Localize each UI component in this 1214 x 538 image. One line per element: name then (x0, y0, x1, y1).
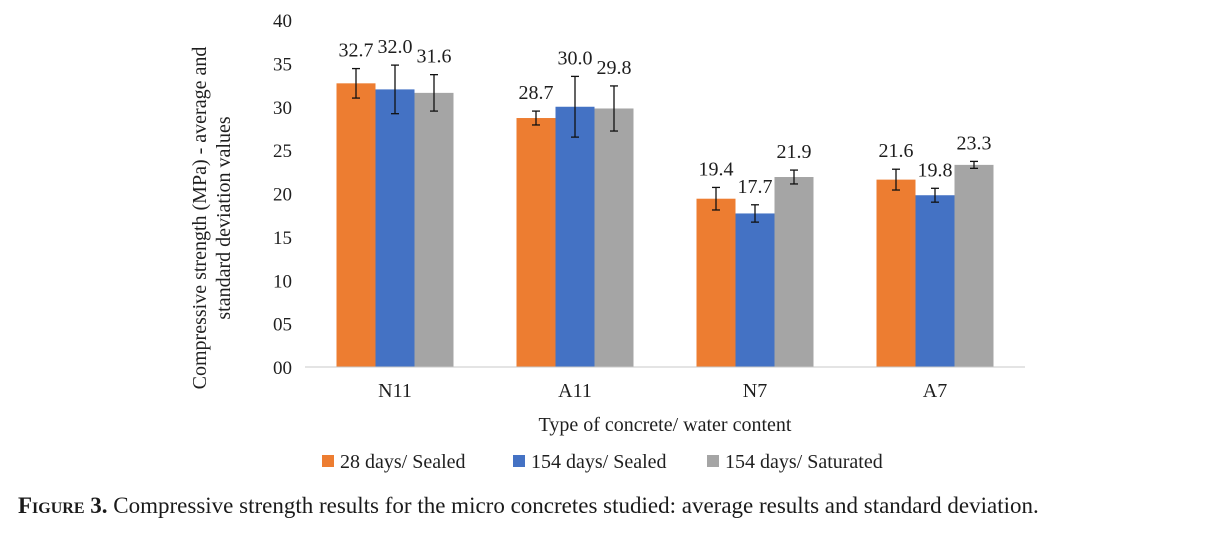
x-category-label: N11 (378, 380, 412, 402)
data-label: 21.9 (777, 141, 812, 163)
y-tick-label: 25 (273, 141, 292, 162)
bar (915, 195, 955, 367)
data-label: 28.7 (519, 82, 554, 104)
y-tick-label: 15 (273, 228, 292, 249)
data-label: 19.8 (918, 159, 953, 181)
data-label: 19.4 (699, 158, 734, 180)
x-axis-categories: N11 A11 N7 A7 (378, 380, 947, 402)
error-bars (352, 64, 978, 223)
bar (954, 164, 994, 367)
legend-label: 154 days/ Saturated (725, 451, 883, 473)
bar (876, 179, 916, 367)
y-axis-title: Compressive strength (MPa) - average and… (189, 47, 235, 390)
legend-swatch (707, 455, 719, 467)
x-category-label: N7 (743, 380, 767, 402)
bar-series (336, 83, 994, 368)
y-axis-title-line-1: Compressive strength (MPa) - average and (189, 47, 211, 390)
legend: 28 days/ Sealed 154 days/ Sealed 154 days/… (322, 451, 883, 473)
data-label: 29.8 (597, 57, 632, 79)
bar (336, 83, 376, 367)
y-tick-label: 30 (273, 98, 292, 119)
data-labels: 32.7 32.0 31.6 28.730.0 29.8 19.417.721.9 21.6… (339, 36, 992, 198)
data-label: 21.6 (879, 140, 914, 162)
y-tick-label: 20 (273, 185, 292, 206)
bar (414, 92, 454, 368)
data-label: 17.7 (738, 176, 773, 198)
legend-swatch (513, 455, 525, 467)
data-label: 32.0 (378, 36, 413, 58)
y-tick-label: 40 (273, 11, 292, 32)
y-axis-title-line-2: standard deviation values (213, 116, 235, 319)
legend-label: 154 days/ Sealed (531, 451, 667, 473)
x-category-label: A7 (923, 380, 947, 402)
y-axis-ticks: 00 05 10 15 20 25 30 35 40 (273, 11, 292, 379)
y-tick-label: 10 (273, 271, 292, 292)
x-category-label: A11 (558, 380, 592, 402)
bar (555, 106, 595, 367)
legend-swatch (322, 455, 334, 467)
bar (375, 89, 415, 368)
bar (774, 177, 814, 367)
bar (696, 198, 736, 367)
data-label: 30.0 (558, 47, 593, 69)
figure-caption: Figure 3. Compressive strength results f… (18, 493, 1039, 519)
y-tick-label: 00 (273, 358, 292, 379)
y-tick-label: 05 (273, 315, 292, 336)
legend-label: 28 days/ Sealed (340, 451, 466, 473)
y-tick-label: 35 (273, 54, 292, 75)
bar (594, 108, 634, 368)
data-label: 23.3 (957, 132, 992, 154)
x-axis-title: Type of concrete/ water content (539, 414, 792, 436)
bar (735, 213, 775, 367)
data-label: 31.6 (417, 46, 452, 68)
bar (516, 118, 556, 367)
figure-caption-label: Figure 3. (18, 493, 108, 518)
data-label: 32.7 (339, 40, 374, 62)
figure-caption-text: Compressive strength results for the mic… (107, 493, 1039, 518)
